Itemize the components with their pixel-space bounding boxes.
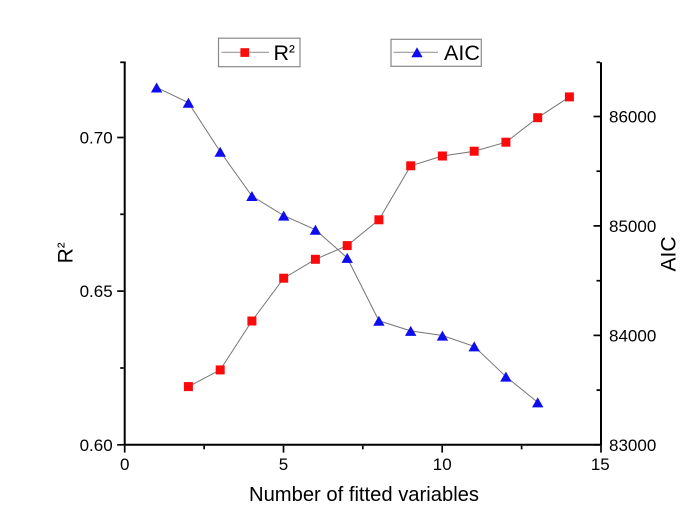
svg-text:85000: 85000 (609, 217, 656, 236)
svg-text:10: 10 (433, 455, 452, 474)
svg-text:AIC: AIC (444, 41, 480, 65)
svg-text:86000: 86000 (609, 108, 656, 127)
svg-text:0.60: 0.60 (80, 436, 113, 455)
svg-text:83000: 83000 (609, 436, 656, 455)
svg-text:0: 0 (120, 455, 129, 474)
svg-text:15: 15 (591, 455, 610, 474)
svg-text:Number of fitted variables: Number of fitted variables (249, 484, 479, 506)
svg-text:0.65: 0.65 (80, 282, 113, 301)
svg-text:0.70: 0.70 (80, 129, 113, 148)
svg-text:84000: 84000 (609, 326, 656, 345)
svg-text:R²: R² (274, 41, 296, 65)
svg-text:R²: R² (54, 242, 77, 263)
svg-text:AIC: AIC (658, 236, 681, 271)
svg-text:5: 5 (279, 455, 288, 474)
